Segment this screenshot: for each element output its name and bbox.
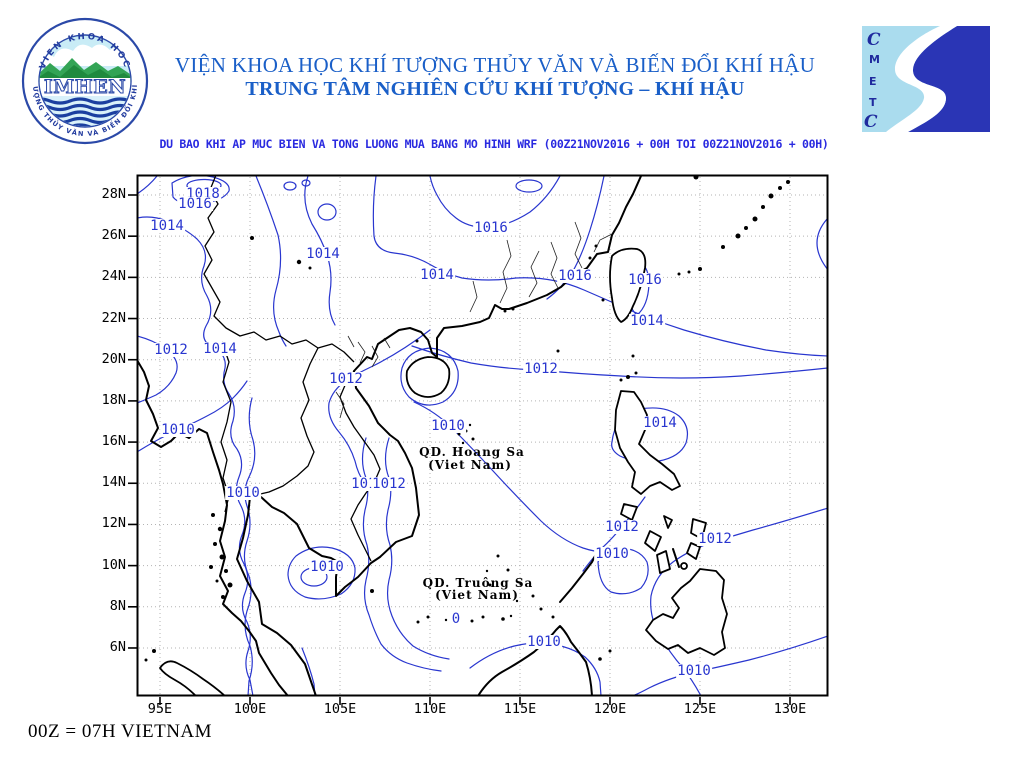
isobar-label: 1012	[697, 531, 733, 547]
island-annotation: (Viet Nam)	[428, 458, 512, 472]
lat-tick-label: 8N	[109, 597, 126, 614]
isobar-label: 1016	[473, 220, 509, 236]
cmetc-letter: E	[869, 75, 877, 88]
island-annotation: QD. Truông Sa	[422, 576, 534, 590]
coastlines	[138, 176, 790, 695]
cmetc-letter: T	[869, 96, 877, 109]
lat-tick-label: 22N	[101, 309, 126, 326]
isobar-label: 1014	[149, 218, 185, 234]
lat-tick-label: 20N	[101, 350, 126, 367]
cmetc-letter: C	[867, 30, 881, 50]
isobar-label: 1016	[627, 272, 663, 288]
cmetc-dark-field	[908, 26, 990, 132]
axis-ticks	[128, 194, 791, 705]
lat-tick-label: 12N	[101, 515, 126, 532]
institute-title: VIỆN KHOA HỌC KHÍ TƯỢNG THỦY VĂN VÀ BIẾN…	[174, 53, 816, 77]
isobar-label: 1010	[309, 559, 345, 575]
lat-tick-label: 24N	[101, 268, 126, 285]
imhen-wordmark: IMHEN	[44, 76, 126, 98]
isobar-label: 1010	[594, 546, 630, 562]
isobar-label: 1016	[557, 268, 593, 284]
isobar-label: 1014	[642, 415, 678, 431]
lon-tick-label: 105E	[323, 701, 357, 717]
isobar-label: 1016	[177, 196, 213, 212]
lat-tick-label: 14N	[101, 474, 126, 491]
isobar-label: 1012	[523, 361, 559, 377]
isobar-label: 1014	[305, 246, 341, 262]
lon-tick-label: 125E	[683, 701, 717, 717]
cmetc-letter: C	[864, 112, 878, 132]
lon-tick-label: 115E	[503, 701, 537, 717]
imhen-logo: IMHEN VIEN KHOA HOC KHÍ TƯỢNG THỦY VĂN V…	[20, 16, 149, 145]
isobar-label: 0	[450, 611, 462, 627]
isobar-label: 1012	[328, 371, 364, 387]
lat-tick-label: 18N	[101, 391, 126, 408]
isobar-label: 1012	[371, 476, 407, 492]
isobar-label: 1010	[225, 485, 261, 501]
isobar-label: 1012	[153, 342, 189, 358]
map-frame	[136, 174, 829, 697]
isobar-label: 1014	[202, 341, 238, 357]
lon-tick-label: 120E	[593, 701, 627, 717]
isobar-label: 1010	[430, 418, 466, 434]
cmetc-letter: M	[869, 53, 880, 66]
lat-tick-label: 10N	[101, 556, 126, 573]
lat-tick-label: 16N	[101, 433, 126, 450]
isobar-label: 1010	[160, 422, 196, 438]
isobar-label: 1014	[629, 313, 665, 329]
isobar-label: 1012	[604, 519, 640, 535]
center-title: TRUNG TÂM NGHIÊN CỨU KHÍ TƯỢNG – KHÍ HẬU	[245, 78, 745, 100]
island-annotation: QD. Hoang Sa	[419, 445, 525, 459]
isobar-label: 1010	[676, 663, 712, 679]
cmetc-swoosh	[886, 26, 957, 132]
island-annotation: (Viet Nam)	[435, 588, 519, 602]
forecast-subtitle: DU BAO KHI AP MUC BIEN VA TONG LUONG MUA…	[159, 137, 829, 151]
lon-tick-label: 100E	[233, 701, 267, 717]
lon-tick-label: 110E	[413, 701, 447, 717]
lon-tick-label: 95E	[147, 701, 173, 717]
timezone-note: 00Z = 07H VIETNAM	[28, 721, 213, 742]
lon-tick-label: 130E	[773, 701, 807, 717]
cmetc-logo	[862, 26, 990, 132]
small-islands	[144, 176, 790, 662]
isobar-label: 1010	[526, 634, 562, 650]
lat-tick-label: 26N	[101, 227, 126, 244]
lat-tick-label: 28N	[101, 186, 126, 202]
isobar-label: 1014	[419, 267, 455, 283]
lat-tick-label: 6N	[109, 638, 126, 655]
